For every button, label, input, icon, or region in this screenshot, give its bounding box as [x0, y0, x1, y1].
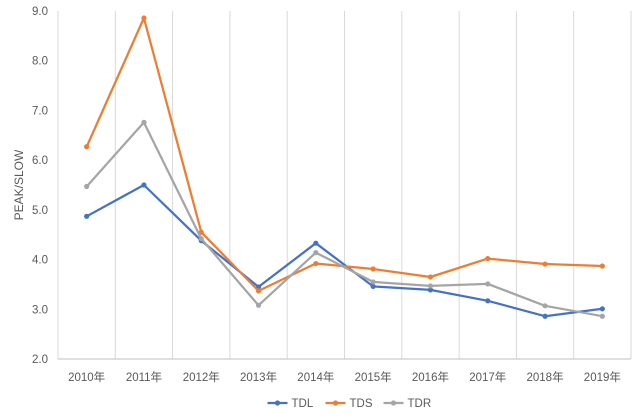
data-point-tdr	[198, 236, 204, 242]
y-tick-label: 4.0	[32, 255, 48, 267]
data-point-tdl	[599, 306, 605, 312]
legend-swatch-marker	[390, 400, 397, 406]
series-line-tdr	[85, 121, 604, 318]
x-tick-label: 2010年	[68, 370, 105, 384]
data-point-tdl	[427, 287, 434, 293]
data-point-tds	[542, 261, 548, 267]
y-tick-label: 2.0	[32, 354, 48, 366]
data-point-tdr	[84, 183, 90, 190]
data-point-tdl	[485, 298, 491, 304]
grid-layer	[57, 11, 632, 359]
series-layer	[84, 15, 605, 319]
data-point-tdr	[141, 119, 147, 125]
data-point-tds	[313, 260, 319, 267]
data-point-tdl	[84, 213, 90, 219]
x-tick-label: 2014年	[297, 370, 334, 384]
legend-item-tdl: TDL	[267, 398, 314, 410]
data-point-tdr	[255, 302, 262, 308]
data-point-tds	[427, 274, 434, 280]
data-point-tdr	[599, 313, 605, 319]
y-tick-label: 3.0	[32, 304, 48, 316]
y-axis-title: PEAK/SLOW	[12, 149, 26, 220]
data-point-tdr	[370, 279, 376, 285]
data-point-tdl	[370, 283, 376, 290]
x-tick-label: 2019年	[584, 370, 621, 384]
x-tick-label: 2011年	[126, 370, 162, 384]
data-point-tds	[255, 288, 262, 294]
y-tick-label: 6.0	[32, 155, 48, 167]
data-point-tds	[599, 263, 605, 269]
data-point-tdl	[141, 182, 147, 188]
x-tick-label: 2013年	[240, 370, 277, 384]
x-tick-label: 2017年	[469, 370, 506, 384]
legend-item-tds: TDS	[325, 398, 373, 410]
x-tick-label: 2012年	[183, 370, 220, 384]
data-point-tdr	[485, 281, 491, 287]
legend-swatch-marker	[274, 400, 281, 406]
y-tick-label: 8.0	[32, 56, 48, 68]
legend-item-tdr: TDR	[383, 398, 432, 410]
data-point-tds	[84, 144, 90, 150]
data-point-tds	[370, 266, 376, 272]
data-point-tdl	[542, 313, 548, 319]
legend-label: TDR	[408, 398, 432, 410]
legend: TDL TDS TDR	[267, 398, 432, 410]
legend-label: TDL	[292, 398, 314, 410]
y-tick-label: 5.0	[32, 205, 48, 217]
legend-label: TDS	[350, 398, 373, 410]
data-point-tds	[485, 255, 491, 262]
y-tick-label: 7.0	[32, 105, 48, 117]
axis-layer: 2.0 3.0 4.0 5.0 6.0 7.0 8.0 9.0 2010年 2011年 2012年 2…	[32, 6, 631, 384]
data-point-tdr	[542, 303, 548, 309]
data-point-tdl	[313, 240, 319, 246]
x-tick-label: 2016年	[412, 370, 449, 384]
data-point-tds	[141, 15, 147, 21]
legend-swatch-marker	[332, 400, 339, 406]
y-tick-label: 9.0	[32, 6, 48, 18]
series-line-tdl	[85, 183, 604, 318]
x-tick-label: 2018年	[527, 370, 564, 384]
data-point-tdr	[427, 283, 434, 289]
data-point-tdr	[313, 250, 319, 256]
x-tick-label: 2015年	[355, 370, 392, 384]
